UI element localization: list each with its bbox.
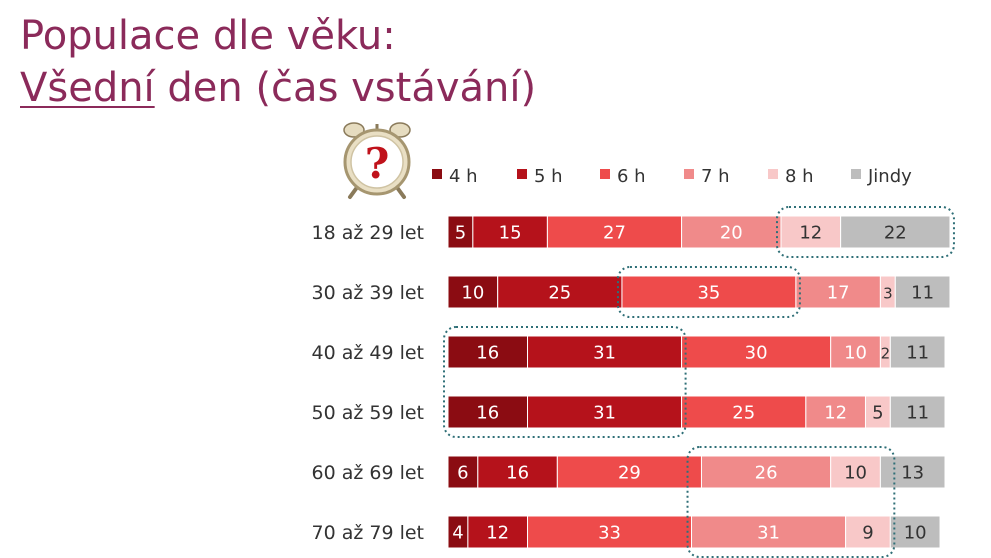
data-label: 10 — [461, 283, 484, 304]
bar-segment — [477, 455, 558, 489]
bar-segment — [681, 215, 782, 249]
category-label-3: 50 až 59 let — [311, 402, 424, 424]
bar-segment — [780, 215, 842, 249]
data-label: 16 — [476, 343, 499, 364]
bar-segment — [805, 395, 866, 429]
bar-segment — [889, 395, 946, 429]
legend-swatch-5 — [851, 169, 861, 179]
data-label: 15 — [499, 223, 522, 244]
data-label: 2 — [881, 345, 891, 363]
bar-segment — [546, 215, 683, 249]
data-label: 11 — [906, 403, 929, 424]
bar-segment — [889, 335, 946, 369]
title-underlined-word: Všední — [20, 65, 155, 111]
bar-segment — [621, 275, 797, 309]
data-label: 13 — [901, 463, 924, 484]
question-mark-glyph: ? — [365, 139, 390, 188]
data-label: 11 — [906, 343, 929, 364]
legend-swatch-0 — [432, 169, 442, 179]
bar-segment — [830, 335, 881, 369]
alarm-clock-question-icon: ? — [343, 122, 411, 199]
highlight-outline-0 — [775, 206, 955, 258]
data-label: 31 — [593, 343, 616, 364]
legend-swatch-1 — [517, 169, 527, 179]
bar-segment — [691, 515, 847, 549]
data-label: 22 — [884, 223, 907, 244]
legend-label-2: 6 h — [617, 166, 646, 187]
legend-label-1: 5 h — [534, 166, 563, 187]
highlight-outline-1 — [616, 266, 801, 318]
bar-segment — [795, 275, 881, 309]
data-label: 20 — [720, 223, 743, 244]
bar-segment — [497, 275, 623, 309]
data-label: 33 — [598, 523, 621, 544]
bar-segment — [889, 515, 941, 549]
title-line-2: Všední den (čas vstávání) — [20, 62, 536, 114]
data-label: 27 — [603, 223, 626, 244]
bar-segment — [556, 455, 702, 489]
data-label: 30 — [745, 343, 768, 364]
data-label: 11 — [911, 283, 934, 304]
data-label: 25 — [548, 283, 571, 304]
page-title: Populace dle věku: Všední den (čas vstáv… — [20, 10, 536, 114]
data-label: 12 — [824, 403, 847, 424]
legend-label-5: Jindy — [867, 166, 912, 187]
data-label: 12 — [799, 223, 822, 244]
bar-segment — [894, 275, 951, 309]
bar-segment — [527, 515, 693, 549]
data-label: 16 — [506, 463, 529, 484]
legend-label-0: 4 h — [449, 166, 478, 187]
bar-segment — [845, 515, 891, 549]
data-label: 35 — [697, 283, 720, 304]
bar-segment — [879, 455, 946, 489]
legend-swatch-4 — [768, 169, 778, 179]
data-label: 10 — [904, 523, 927, 544]
bar-segment — [681, 395, 807, 429]
data-label: 29 — [618, 463, 641, 484]
data-label: 4 — [452, 523, 463, 544]
bar-segment — [864, 395, 891, 429]
category-label-4: 60 až 69 let — [311, 462, 424, 484]
data-label: 5 — [872, 403, 883, 424]
legend-label-4: 8 h — [785, 166, 814, 187]
title-line-2-rest: den (čas vstávání) — [154, 65, 537, 111]
bar-segment — [447, 335, 529, 369]
bar-segment — [447, 455, 479, 489]
category-label-2: 40 až 49 let — [311, 342, 424, 364]
category-label-0: 18 až 29 let — [311, 222, 424, 244]
category-label-5: 70 až 79 let — [311, 522, 424, 544]
bar-segment — [681, 335, 832, 369]
data-label: 6 — [457, 463, 468, 484]
data-label: 3 — [883, 285, 893, 303]
data-label: 12 — [486, 523, 509, 544]
bar-segment — [447, 275, 499, 309]
category-label-1: 30 až 39 let — [311, 282, 424, 304]
data-label: 10 — [844, 463, 867, 484]
data-label: 31 — [757, 523, 780, 544]
data-label: 16 — [476, 403, 499, 424]
legend-swatch-3 — [684, 169, 694, 179]
highlight-outline-2 — [443, 326, 687, 438]
data-label: 9 — [862, 523, 873, 544]
bar-segment — [467, 515, 529, 549]
data-label: 5 — [455, 223, 466, 244]
highlight-outline-3 — [686, 446, 896, 558]
data-label: 31 — [593, 403, 616, 424]
legend-label-3: 7 h — [701, 166, 730, 187]
bar-segment — [840, 215, 951, 249]
data-label: 25 — [732, 403, 755, 424]
data-label: 17 — [827, 283, 850, 304]
title-line-1: Populace dle věku: — [20, 13, 396, 59]
data-label: 10 — [844, 343, 867, 364]
legend-swatch-2 — [600, 169, 610, 179]
data-label: 26 — [755, 463, 778, 484]
bar-segment — [527, 335, 683, 369]
